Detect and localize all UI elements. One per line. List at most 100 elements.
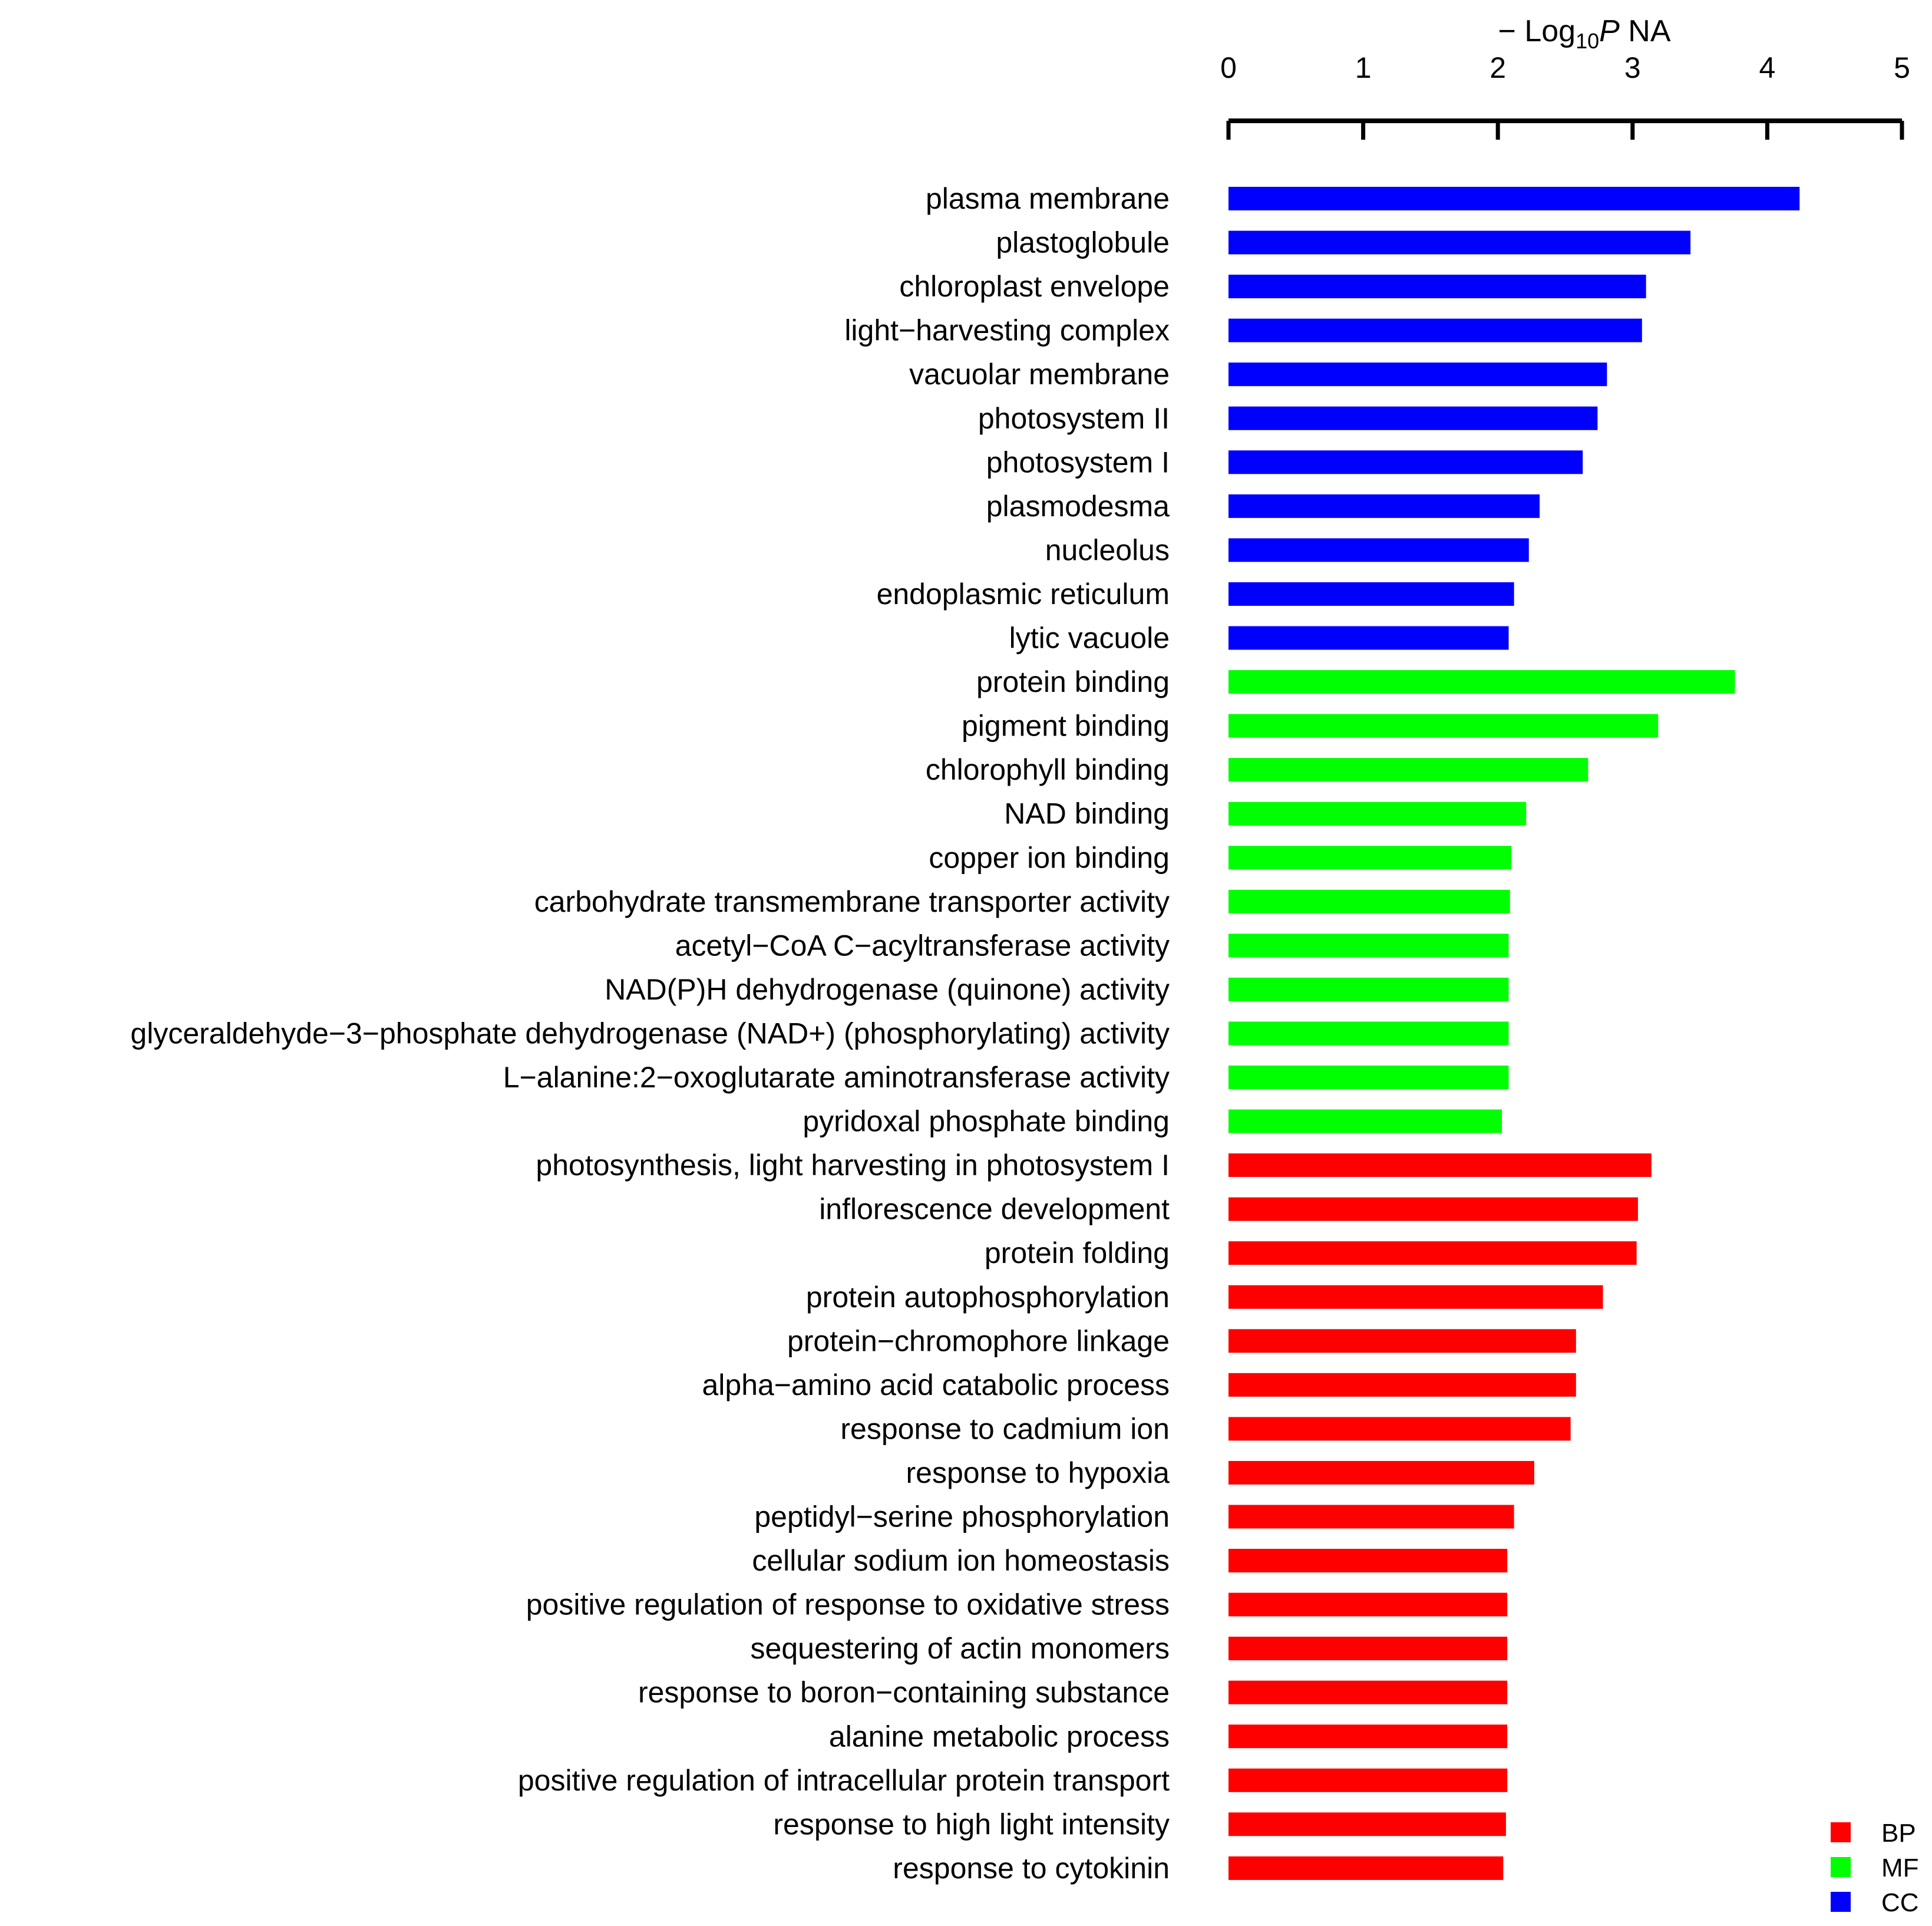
legend-label-bp: BP (1881, 1819, 1916, 1848)
bar-bp (1228, 1724, 1508, 1749)
bar-cc (1228, 275, 1646, 299)
x-tick-label: 1 (1355, 51, 1372, 84)
category-label: carbohydrate transmembrane transporter a… (534, 885, 1170, 918)
category-labels: plasma membrane plastoglobule chloroplast … (130, 182, 1170, 1885)
x-tick-label: 3 (1624, 51, 1641, 84)
legend-swatch-bp (1831, 1822, 1851, 1842)
category-label: chloroplast envelope (899, 270, 1170, 303)
category-label: acetyl−CoA C−acyltransferase activity (675, 929, 1170, 962)
category-label: alanine metabolic process (829, 1720, 1170, 1753)
x-tick-label: 5 (1894, 51, 1910, 84)
x-tick-label: 0 (1220, 51, 1237, 84)
bar-cc (1228, 318, 1642, 342)
category-label: protein−chromophore linkage (787, 1324, 1170, 1357)
legend-swatch-mf (1831, 1857, 1851, 1877)
bar-mf (1228, 758, 1588, 782)
bar-cc (1228, 538, 1529, 562)
category-label: endoplasmic reticulum (877, 578, 1170, 611)
legend-swatch-cc (1831, 1892, 1851, 1912)
category-label: peptidyl−serine phosphorylation (754, 1500, 1170, 1533)
category-label: response to cytokinin (893, 1852, 1170, 1885)
bar-mf (1228, 714, 1659, 738)
category-label: response to boron−containing substance (638, 1676, 1170, 1709)
bar-cc (1228, 230, 1691, 255)
legend: BP MF CC (1831, 1819, 1919, 1917)
bar-mf (1228, 1021, 1509, 1046)
bar-bp (1228, 1592, 1508, 1617)
bar-cc (1228, 450, 1583, 474)
category-label: response to high light intensity (773, 1808, 1170, 1841)
bar-cc (1228, 406, 1598, 430)
bar-bp (1228, 1329, 1576, 1353)
category-label: NAD binding (1004, 797, 1170, 830)
bar-cc (1228, 494, 1540, 518)
category-label: photosystem I (986, 446, 1170, 479)
category-label: protein autophosphorylation (806, 1281, 1170, 1314)
bar-mf (1228, 1109, 1502, 1133)
bar-cc (1228, 626, 1509, 650)
bar-bp (1228, 1505, 1514, 1529)
bar-mf (1228, 670, 1735, 694)
axis-title-prefix: − Log (1498, 14, 1576, 48)
x-axis: 0 1 2 3 4 5 − Log10P NA (1220, 14, 1910, 140)
category-label: response to cadmium ion (840, 1412, 1170, 1445)
axis-title-suffix: NA (1620, 14, 1671, 48)
bar-bp (1228, 1768, 1508, 1792)
category-label: chlorophyll binding (926, 753, 1170, 786)
bar-cc (1228, 582, 1514, 606)
category-label: alpha−amino acid catabolic process (702, 1368, 1170, 1401)
category-label: positive regulation of intracellular pro… (518, 1764, 1170, 1797)
legend-label-mf: MF (1881, 1854, 1919, 1882)
category-label: positive regulation of response to oxida… (526, 1588, 1170, 1621)
axis-title-subscript: 10 (1576, 29, 1599, 53)
category-label: vacuolar membrane (909, 358, 1170, 391)
category-label: nucleolus (1045, 533, 1170, 566)
bar-bp (1228, 1680, 1508, 1704)
bar-bp (1228, 1549, 1508, 1573)
bar-bp (1228, 1812, 1506, 1836)
bar-mf (1228, 846, 1512, 870)
legend-label-cc: CC (1881, 1888, 1919, 1917)
bar-cc (1228, 362, 1607, 387)
category-label: protein folding (985, 1236, 1170, 1269)
category-label: L−alanine:2−oxoglutarate aminotransferas… (503, 1061, 1170, 1094)
axis-title-variable: P (1599, 14, 1620, 48)
bar-bp (1228, 1197, 1638, 1221)
x-axis-title: − Log10P NA (1498, 14, 1671, 53)
bar-bp (1228, 1637, 1508, 1661)
category-label: inflorescence development (819, 1193, 1170, 1226)
category-label: response to hypoxia (906, 1456, 1170, 1489)
bar-mf (1228, 977, 1509, 1001)
bar-bp (1228, 1417, 1571, 1441)
category-label: photosynthesis, light harvesting in phot… (536, 1149, 1170, 1182)
category-label: protein binding (976, 665, 1170, 698)
x-tick-label: 2 (1490, 51, 1506, 84)
category-label: copper ion binding (929, 841, 1170, 874)
category-label: light−harvesting complex (844, 314, 1170, 347)
category-label: pigment binding (962, 710, 1170, 743)
category-label: lytic vacuole (1009, 622, 1170, 655)
category-label: plasmodesma (986, 490, 1170, 523)
bar-mf (1228, 1066, 1509, 1089)
category-label: pyridoxal phosphate binding (802, 1105, 1170, 1138)
bar-bp (1228, 1241, 1637, 1265)
bar-bp (1228, 1153, 1652, 1178)
category-label: sequestering of actin monomers (751, 1632, 1170, 1665)
category-label: plastoglobule (996, 226, 1170, 259)
category-label: plasma membrane (926, 182, 1170, 215)
category-label: glyceraldehyde−3−phosphate dehydrogenase… (130, 1017, 1170, 1050)
bar-bp (1228, 1285, 1603, 1309)
category-label: cellular sodium ion homeostasis (752, 1544, 1170, 1577)
bar-mf (1228, 889, 1510, 913)
bar-bp (1228, 1460, 1534, 1485)
bar-bp (1228, 1373, 1576, 1397)
bars (1228, 187, 1800, 1880)
category-label: NAD(P)H dehydrogenase (quinone) activity (605, 973, 1170, 1006)
bar-mf (1228, 934, 1509, 958)
x-tick-label: 4 (1759, 51, 1775, 84)
bar-mf (1228, 802, 1527, 826)
bar-cc (1228, 187, 1800, 210)
bar-bp (1228, 1856, 1504, 1880)
